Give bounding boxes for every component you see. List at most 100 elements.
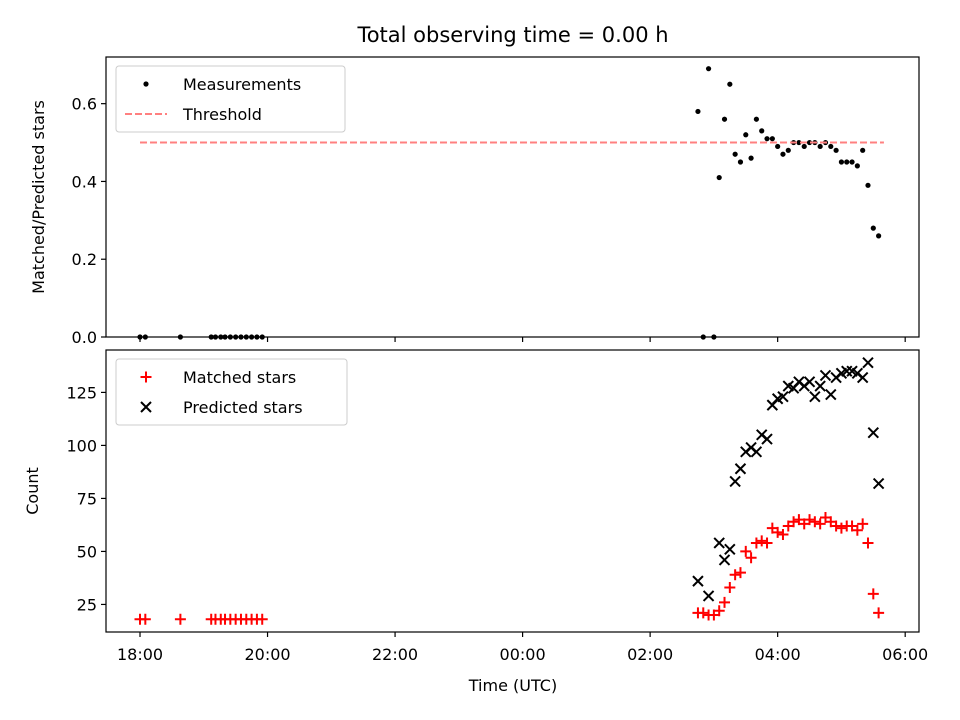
top-y-tick-label: 0.2	[72, 250, 97, 269]
data-point	[857, 518, 869, 530]
data-point	[814, 380, 826, 392]
x-tick-label: 20:00	[244, 645, 290, 664]
bottom-y-tick-label: 50	[77, 542, 97, 561]
data-point	[734, 463, 747, 475]
x-axis-label: Time (UTC)	[468, 676, 557, 695]
data-point	[801, 143, 807, 150]
data-point	[803, 376, 816, 388]
data-point	[806, 139, 813, 146]
data-point	[734, 567, 746, 579]
data-point	[865, 182, 871, 188]
data-point	[208, 334, 214, 340]
bottom-y-tick-label: 100	[66, 436, 97, 455]
data-point	[788, 516, 800, 528]
data-point	[748, 155, 754, 161]
data-point	[870, 225, 876, 231]
data-point	[721, 116, 728, 122]
data-point	[724, 581, 736, 593]
data-point	[713, 605, 725, 617]
data-point	[732, 151, 738, 157]
data-point	[835, 522, 847, 534]
data-point	[705, 66, 712, 72]
legend-label: Matched stars	[183, 368, 296, 387]
data-point	[809, 516, 821, 528]
legend-label: Predicted stars	[183, 398, 303, 417]
data-point	[769, 136, 775, 142]
data-point	[759, 128, 765, 134]
data-point	[851, 524, 863, 536]
data-point	[737, 159, 744, 165]
data-point	[254, 334, 260, 340]
data-point	[809, 390, 821, 403]
data-point	[804, 514, 816, 526]
data-point	[817, 143, 823, 150]
x-tick-label: 00:00	[500, 645, 546, 664]
legend-marker	[143, 81, 149, 87]
data-point	[753, 116, 760, 122]
data-point	[137, 334, 143, 340]
legend-marker	[140, 371, 152, 383]
data-point	[227, 334, 233, 340]
panel-bottom: 25 50 75 100 125 18:00 20:00 22:00 00:00 02:00 04:…	[23, 349, 928, 664]
data-point	[727, 81, 733, 87]
legend-marker	[140, 401, 152, 413]
x-tick-label: 02:00	[627, 645, 673, 664]
data-point	[862, 537, 874, 549]
legend-label: Measurements	[183, 75, 301, 94]
bottom-legend: Matched stars Predicted stars	[115, 358, 348, 426]
data-point	[702, 590, 715, 602]
data-point	[729, 569, 741, 581]
data-point	[849, 159, 855, 165]
data-point	[867, 426, 880, 439]
series-predicted-stars	[692, 357, 885, 602]
top-legend: Measurements Threshold	[115, 65, 346, 133]
data-point	[862, 357, 874, 369]
x-tick-label: 06:00	[882, 645, 928, 664]
data-point	[785, 147, 791, 153]
top-legend-box	[115, 65, 346, 133]
data-point	[729, 475, 741, 488]
data-point	[814, 518, 826, 530]
data-point	[713, 537, 725, 549]
x-tick-label: 22:00	[372, 645, 418, 664]
data-point	[174, 613, 186, 625]
data-point	[838, 159, 845, 165]
data-point	[830, 520, 842, 532]
data-point	[243, 334, 249, 340]
data-point	[711, 334, 717, 340]
bottom-y-tick-label: 25	[77, 595, 97, 614]
data-point	[775, 143, 781, 150]
bottom-legend-box	[115, 358, 348, 426]
data-point	[212, 334, 219, 340]
data-point	[873, 607, 885, 619]
data-point	[724, 543, 736, 556]
data-point	[777, 528, 789, 540]
data-point	[750, 446, 763, 458]
data-point	[256, 613, 268, 625]
data-point	[761, 433, 773, 445]
panel-top: 0.0 0.2 0.4 0.6 Matched/Predicted stars Measu…	[29, 56, 920, 347]
data-point	[819, 369, 832, 382]
data-point	[743, 132, 749, 138]
top-axes-frame	[105, 56, 920, 338]
data-point	[856, 371, 869, 384]
data-point	[772, 526, 784, 538]
data-point	[142, 334, 148, 340]
data-point	[745, 552, 757, 564]
bottom-y-tick-label: 75	[77, 489, 97, 508]
data-point	[697, 607, 709, 619]
x-tick-label: 18:00	[117, 645, 163, 664]
data-point	[700, 334, 706, 340]
data-point	[756, 535, 768, 547]
data-point	[780, 151, 786, 157]
data-point	[718, 554, 731, 566]
data-point	[833, 147, 839, 153]
data-point	[259, 334, 265, 340]
data-point	[695, 108, 701, 115]
data-point	[222, 334, 228, 340]
data-point	[828, 143, 834, 150]
data-point	[796, 139, 802, 146]
top-y-tick-label: 0.4	[72, 172, 97, 191]
bottom-y-axis-label: Count	[23, 467, 42, 515]
